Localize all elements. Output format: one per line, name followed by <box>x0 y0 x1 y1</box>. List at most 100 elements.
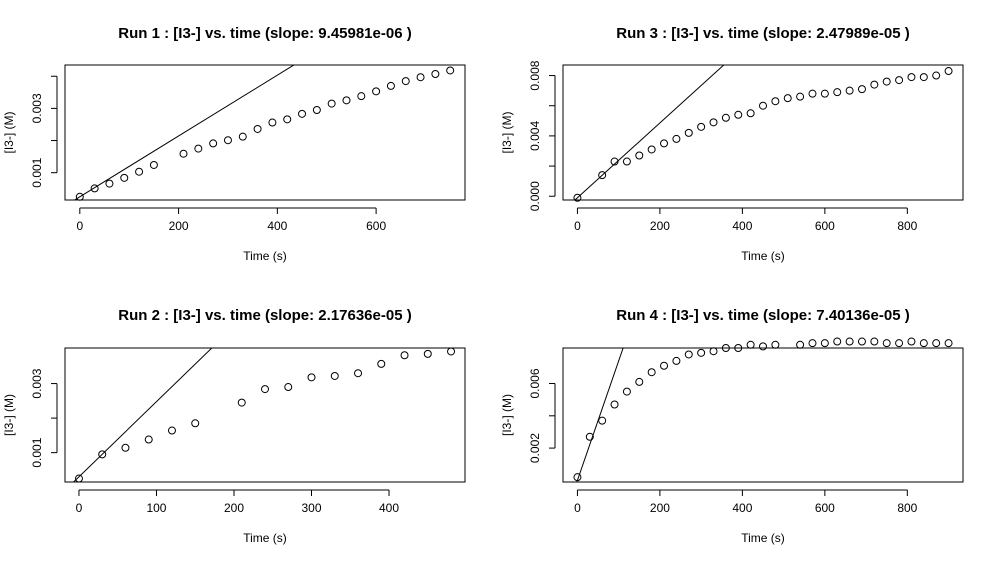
data-point <box>573 473 582 482</box>
data-point <box>598 171 607 180</box>
data-point <box>431 70 440 78</box>
data-point <box>771 97 780 106</box>
y-axis-title: [I3-] (M) <box>2 112 16 154</box>
data-point <box>622 157 631 166</box>
data-point <box>709 118 718 127</box>
y-tick-label: 0.008 <box>528 60 542 90</box>
x-tick-label: 0 <box>574 219 581 233</box>
data-point <box>672 356 681 365</box>
chart-panel-3: Run 2 : [I3-] vs. time (slope: 2.17636e-… <box>2 307 466 545</box>
data-point <box>660 361 669 370</box>
data-point <box>298 109 307 118</box>
data-point <box>684 128 693 137</box>
x-axis-title: Time (s) <box>243 531 287 545</box>
data-point <box>167 426 176 435</box>
data-point <box>759 342 767 351</box>
data-point <box>857 85 866 94</box>
data-point <box>144 435 153 444</box>
data-point <box>238 132 247 141</box>
x-tick-label: 400 <box>732 219 752 233</box>
y-tick-label: 0.001 <box>30 157 44 187</box>
chart-panel-1: Run 1 : [I3-] vs. time (slope: 9.45981e-… <box>2 25 466 263</box>
data-point <box>191 419 200 428</box>
data-point <box>944 67 953 76</box>
x-tick-label: 200 <box>650 219 670 233</box>
data-point <box>833 337 842 346</box>
chart-panel-2: Run 3 : [I3-] vs. time (slope: 2.47989e-… <box>500 25 964 263</box>
data-point <box>330 371 339 380</box>
y-tick-label: 0.003 <box>30 368 44 398</box>
data-point <box>783 94 792 103</box>
data-point <box>401 77 410 86</box>
data-point <box>820 89 829 98</box>
data-point <box>423 349 432 358</box>
data-point <box>149 160 158 169</box>
data-point <box>919 339 928 348</box>
data-point <box>573 193 582 202</box>
data-point <box>237 398 246 407</box>
data-point <box>307 373 316 382</box>
data-point <box>833 88 842 97</box>
data-point <box>895 76 904 85</box>
data-point <box>895 339 904 348</box>
data-point <box>647 368 656 377</box>
chart-title: Run 3 : [I3-] vs. time (slope: 2.47989e-… <box>616 25 909 42</box>
data-point <box>327 99 336 108</box>
data-point <box>647 145 656 154</box>
data-point <box>284 383 293 392</box>
x-tick-label: 600 <box>366 219 386 233</box>
data-point <box>253 124 262 133</box>
data-point <box>870 80 879 89</box>
data-point <box>907 73 916 82</box>
data-point <box>635 151 644 160</box>
data-point <box>354 369 363 378</box>
data-point <box>796 92 805 101</box>
chart-panel-4: Run 4 : [I3-] vs. time (slope: 7.40136e-… <box>500 307 964 545</box>
data-point <box>105 179 114 188</box>
data-point <box>447 347 456 356</box>
plot-frame <box>64 64 466 201</box>
data-point <box>342 96 351 105</box>
data-point <box>610 400 619 409</box>
data-point <box>312 106 321 114</box>
data-point <box>746 109 755 118</box>
data-point <box>944 339 953 348</box>
x-axis-title: Time (s) <box>741 249 785 263</box>
data-point <box>808 89 817 98</box>
data-point <box>622 387 631 396</box>
data-point <box>697 348 706 357</box>
data-point <box>907 337 916 346</box>
data-point <box>400 351 409 360</box>
data-point <box>209 139 218 148</box>
data-point <box>194 144 203 153</box>
y-tick-label: 0.004 <box>528 121 542 151</box>
data-point <box>372 87 381 96</box>
x-tick-label: 300 <box>301 501 321 515</box>
data-point <box>446 66 455 75</box>
chart-title: Run 4 : [I3-] vs. time (slope: 7.40136e-… <box>616 307 909 324</box>
data-point <box>845 86 854 95</box>
chart-title: Run 2 : [I3-] vs. time (slope: 2.17636e-… <box>118 307 411 324</box>
data-point <box>416 73 425 82</box>
x-axis-title: Time (s) <box>741 531 785 545</box>
x-tick-label: 600 <box>815 219 835 233</box>
data-point <box>746 340 755 349</box>
data-point <box>585 432 594 441</box>
data-point <box>357 92 366 101</box>
x-tick-label: 200 <box>169 219 189 233</box>
data-point <box>179 149 188 158</box>
data-point <box>932 71 941 80</box>
x-tick-label: 400 <box>732 501 752 515</box>
data-point <box>75 192 84 201</box>
data-point <box>820 339 829 348</box>
data-point <box>121 443 130 452</box>
data-point <box>74 474 83 483</box>
data-point <box>796 340 805 349</box>
data-point <box>734 344 743 352</box>
data-point <box>223 136 232 145</box>
data-point <box>870 337 879 346</box>
data-point <box>672 134 681 143</box>
y-axis-title: [I3-] (M) <box>500 394 514 436</box>
data-point <box>90 184 99 193</box>
